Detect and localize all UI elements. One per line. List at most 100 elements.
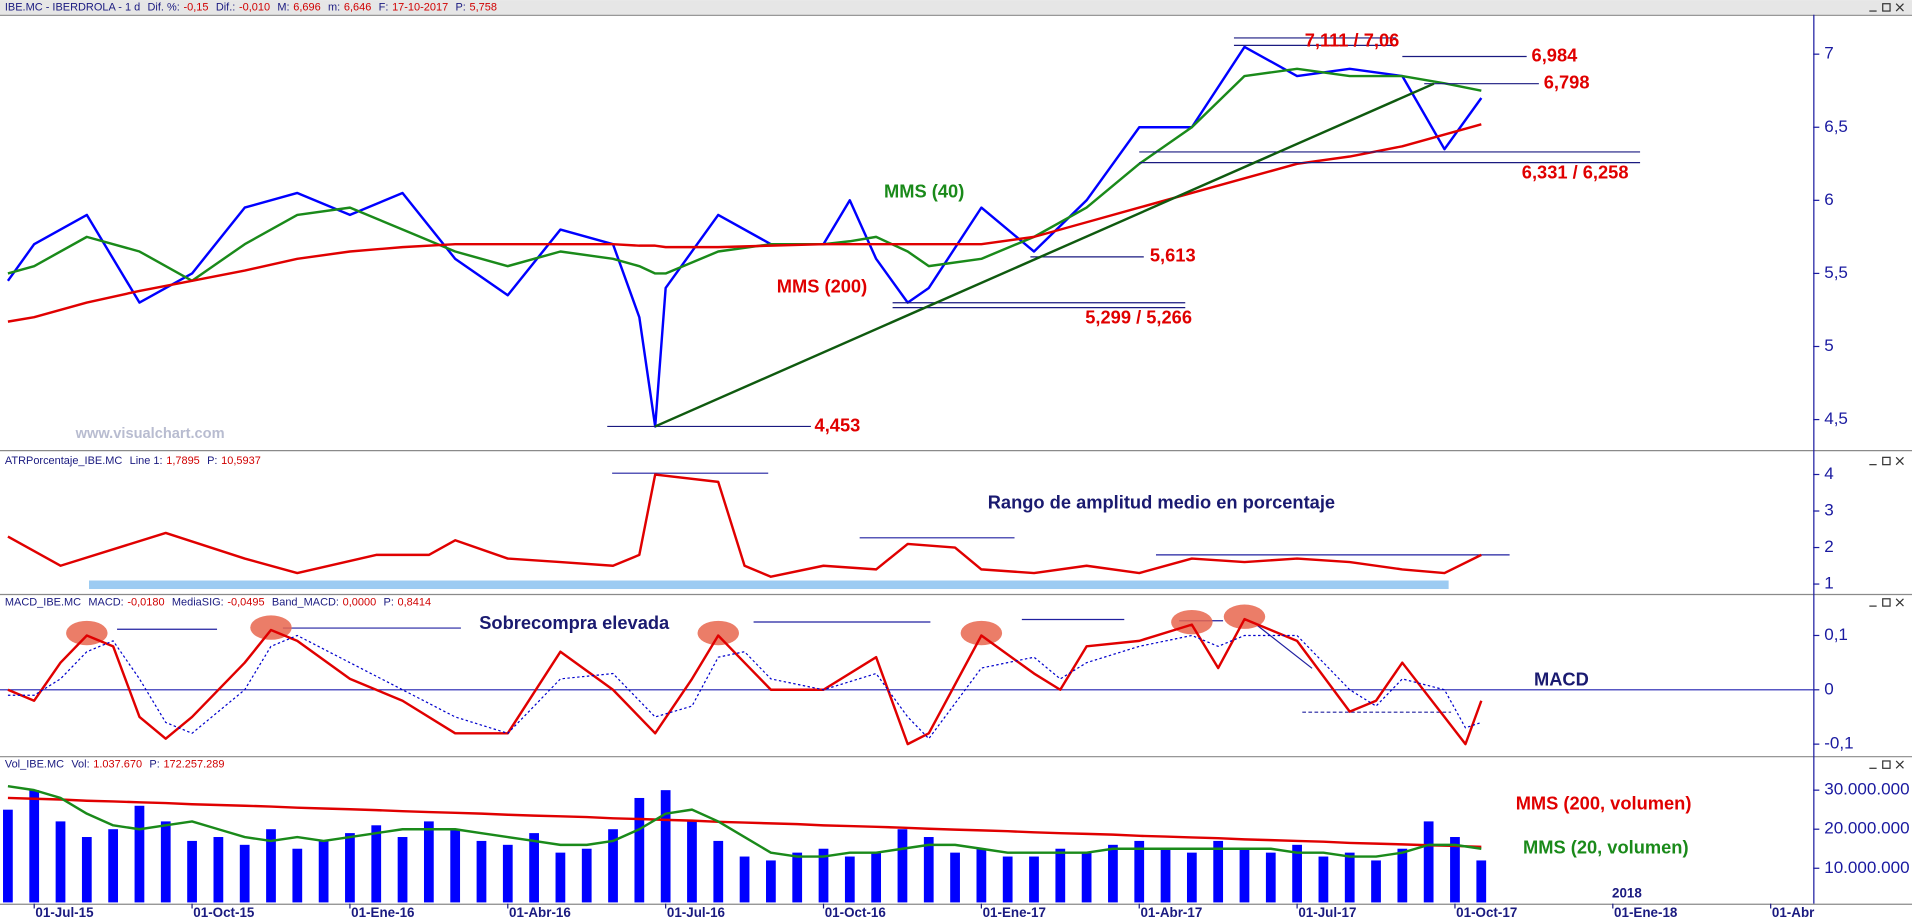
header-title: MACD_IBE.MC	[5, 596, 81, 608]
volume-bar	[29, 790, 40, 903]
stat-value: -0,0180	[127, 596, 164, 608]
volume-bar	[134, 805, 145, 903]
series-label: MACD	[1534, 668, 1589, 689]
volume-bar	[1029, 856, 1039, 903]
volume-bar	[713, 840, 724, 903]
volume-bar	[450, 829, 461, 903]
stat-value: 1.037.670	[93, 759, 142, 771]
volume-bar	[187, 840, 197, 903]
volume-bar	[1108, 844, 1118, 903]
series-line	[7, 634, 1482, 740]
stat-value: -0,010	[239, 1, 270, 13]
y-tick-label: -0,1	[1824, 734, 1853, 753]
volume-bar	[950, 852, 960, 903]
stat-name: MediaSIG:	[172, 596, 224, 608]
stat-name: P:	[384, 596, 394, 608]
y-tick-label: 20.000.000	[1824, 819, 1909, 838]
volume-bar	[318, 840, 329, 903]
panel-header: ATRPorcentaje_IBE.MC Line 1: 1,7895 P: 10,59…	[5, 455, 261, 467]
stat-name: F:	[379, 1, 389, 13]
y-tick-label: 4,5	[1824, 409, 1848, 428]
volume-bar	[766, 860, 776, 903]
volume-bar	[1318, 856, 1329, 903]
series-line	[7, 796, 1482, 849]
stat-name: P:	[207, 455, 217, 467]
series-line	[6, 45, 1483, 428]
volume-bar	[108, 829, 119, 903]
stat-name: Dif. %:	[148, 1, 180, 13]
volume-bar	[1371, 860, 1381, 903]
volume-bar	[923, 837, 934, 903]
y-tick-label: 3	[1824, 501, 1834, 520]
volume-bar	[1423, 821, 1434, 903]
volume-bar	[608, 829, 618, 903]
stat-name: P:	[149, 759, 159, 771]
level-label: 6,798	[1544, 72, 1590, 93]
volume-bar	[476, 840, 487, 903]
volume-bar	[371, 825, 382, 903]
volume-bar	[3, 809, 13, 903]
x-tick-label: 01-Oct-16	[825, 905, 886, 920]
volume-bar	[345, 833, 355, 903]
window-buttons	[1869, 3, 1904, 769]
annotation: Rango de amplitud medio en porcentaje	[988, 492, 1335, 513]
level-label: 5,299 / 5,266	[1085, 306, 1192, 327]
series-line	[7, 67, 1482, 282]
stat-name: Vol:	[71, 759, 89, 771]
y-tick-label: 30.000.000	[1824, 780, 1909, 799]
header-band	[0, 0, 1912, 15]
volume-bar	[976, 848, 987, 903]
series-label: MMS (200)	[777, 276, 867, 297]
stat-name: Line 1:	[130, 455, 163, 467]
volume-bar	[1450, 837, 1460, 903]
stat-value: 6,696	[293, 1, 320, 13]
y-tick-label: 0,1	[1824, 625, 1848, 644]
x-tick-label: 01-Jul-16	[667, 905, 725, 920]
volume-bar	[423, 821, 434, 903]
volume-bar	[81, 837, 92, 903]
stat-name: P:	[455, 1, 465, 13]
volume-bar	[1134, 840, 1145, 903]
stat-value: 10,5937	[221, 455, 261, 467]
y-tick-label: 5	[1824, 336, 1834, 355]
x-tick-label: 01-Abr	[1772, 905, 1815, 920]
volume-bar	[239, 844, 250, 903]
volume-bar	[739, 856, 750, 903]
volume-bar	[897, 829, 908, 903]
close-icon	[1895, 760, 1904, 769]
volume-bar	[529, 833, 539, 903]
volume-bar	[1160, 848, 1171, 903]
volume-bar	[844, 856, 855, 903]
volume-bar	[1213, 840, 1224, 903]
volume-bar	[581, 848, 592, 903]
y-tick-label: 4	[1824, 464, 1834, 483]
volume-bar	[1397, 848, 1408, 903]
x-tick-label: 01-Abr-16	[509, 905, 571, 920]
y-tick-label: 10.000.000	[1824, 858, 1909, 877]
volume-bar	[266, 829, 276, 903]
volume-bar	[502, 844, 513, 903]
volume-bar	[1292, 844, 1302, 903]
volume-bar	[1055, 848, 1066, 903]
series-label: MMS (200, volumen)	[1516, 793, 1692, 814]
volume-bar	[660, 790, 671, 903]
header-title: IBE.MC - IBERDROLA - 1 d	[5, 1, 140, 13]
close-icon	[1895, 598, 1904, 607]
overbought-marker	[960, 620, 1003, 646]
volume-bar	[687, 821, 697, 903]
series-line	[7, 123, 1482, 323]
atr-guides	[612, 472, 1510, 556]
x-tick-label: 01-Ene-18	[1614, 905, 1678, 920]
close-icon	[1895, 3, 1904, 12]
stat-value: 6,646	[344, 1, 371, 13]
x-tick-label: 01-Jul-17	[1298, 905, 1356, 920]
volume-bar	[1344, 852, 1355, 903]
y-tick-label: 6,5	[1824, 117, 1848, 136]
panel-header: MACD_IBE.MC MACD: -0,0180 MediaSIG: -0,0495 B…	[5, 596, 431, 608]
x-tick-label: 01-Ene-17	[983, 905, 1046, 920]
x-tick-label: 01-Jul-15	[35, 905, 94, 920]
volume-bar	[292, 848, 303, 903]
series-label: MMS (40)	[884, 181, 964, 202]
series-line	[7, 785, 1482, 858]
annotation: Sobrecompra elevada	[479, 612, 670, 633]
